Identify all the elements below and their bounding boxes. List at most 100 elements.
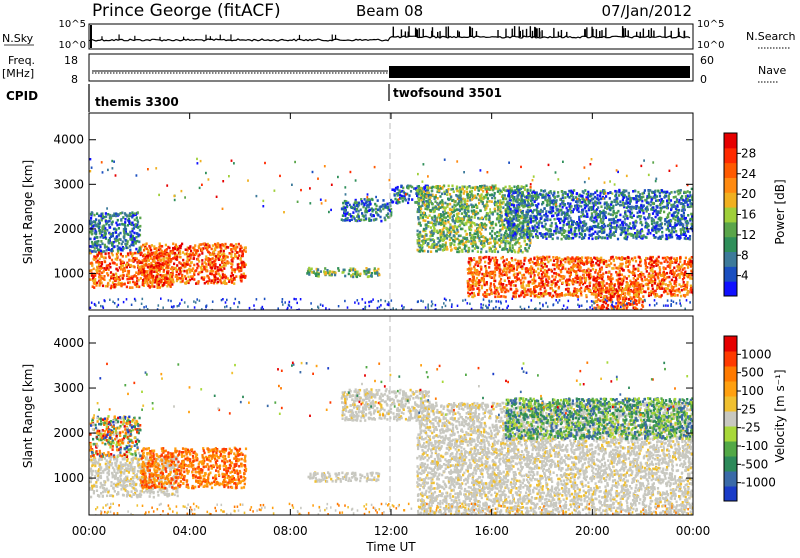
echo-cell <box>196 249 198 252</box>
echo-cell <box>542 262 544 265</box>
echo-cell <box>170 259 172 262</box>
echo-cell <box>181 243 183 246</box>
echo-cell <box>502 283 504 286</box>
echo-cell <box>93 268 95 271</box>
echo-cell <box>671 287 673 290</box>
echo-cell <box>585 257 587 260</box>
echo-cell <box>234 268 236 271</box>
echo-cell <box>463 206 465 209</box>
echo-cell <box>551 296 553 299</box>
echo-cell <box>471 292 473 295</box>
echo-cell <box>157 286 159 289</box>
echo-cell <box>92 242 94 245</box>
echo-cell <box>218 258 220 261</box>
echo-cell <box>181 274 183 277</box>
echo-cell <box>231 269 233 272</box>
echo-cell <box>465 212 467 215</box>
echo-cell <box>345 203 347 206</box>
echo-cell <box>417 208 419 211</box>
echo-cell <box>658 256 660 259</box>
echo-cell <box>459 224 461 227</box>
echo-cell <box>441 204 443 207</box>
echo-cell <box>134 219 136 222</box>
echo-cell <box>479 261 481 264</box>
echo-cell <box>534 290 536 293</box>
echo-cell <box>493 274 495 277</box>
echo-cell <box>153 266 155 269</box>
echo-cell <box>635 268 637 271</box>
echo-cell <box>439 248 441 251</box>
echo-cell <box>214 248 216 251</box>
echo-cell <box>480 242 482 245</box>
echo-cell <box>104 246 106 249</box>
echo-cell <box>640 215 642 218</box>
echo-cell <box>97 249 99 252</box>
echo-cell <box>611 267 613 270</box>
echo-cell <box>93 286 95 289</box>
echo-cell <box>231 272 233 275</box>
echo-cell <box>118 281 120 284</box>
echo-cell <box>658 273 660 276</box>
echo-cell <box>491 292 493 295</box>
echo-cell <box>104 244 106 247</box>
echo-cell <box>553 259 555 262</box>
echo-cell <box>482 240 484 243</box>
echo-cell <box>504 245 506 248</box>
echo-cell <box>537 268 539 271</box>
echo-cell <box>500 257 502 260</box>
echo-cell <box>545 293 547 296</box>
echo-cell <box>122 255 124 258</box>
echo-cell <box>201 277 203 280</box>
echo-cell <box>187 280 189 283</box>
echo-cell <box>507 240 509 243</box>
echo-cell <box>100 267 102 270</box>
echo-cell <box>446 235 448 238</box>
echo-cell <box>502 289 504 292</box>
echo-cell <box>449 217 451 220</box>
echo-cell <box>499 266 501 269</box>
echo-cell <box>464 244 466 247</box>
echo-cell <box>211 248 213 251</box>
echo-cell <box>571 280 573 283</box>
echo-cell <box>429 214 431 217</box>
echo-cell <box>434 215 436 218</box>
echo-cell <box>190 257 192 260</box>
echo-cell <box>518 263 520 266</box>
echo-cell <box>205 270 207 273</box>
echo-cell <box>499 275 501 278</box>
echo-cell <box>369 203 371 206</box>
echo-cell <box>176 276 178 279</box>
echo-cell <box>575 257 577 260</box>
echo-cell <box>480 210 482 213</box>
echo-cell <box>426 223 428 226</box>
echo-cell <box>108 224 110 227</box>
echo-cell <box>488 242 490 245</box>
echo-cell <box>539 232 541 235</box>
echo-cell <box>124 239 126 242</box>
echo-cell <box>499 245 501 248</box>
echo-cell <box>101 263 103 266</box>
echo-cell <box>344 275 346 278</box>
echo-cell <box>641 278 643 281</box>
echo-cell <box>234 255 236 258</box>
echo-cell <box>408 198 410 201</box>
echo-cell <box>103 267 105 270</box>
echo-cell <box>344 210 346 213</box>
echo-cell <box>240 262 242 265</box>
echo-cell <box>533 269 535 272</box>
echo-cell <box>581 262 583 265</box>
echo-cell <box>489 227 491 230</box>
echo-cell <box>683 288 685 291</box>
echo-cell <box>184 265 186 268</box>
echo-cell <box>481 273 483 276</box>
echo-cell <box>392 201 394 204</box>
echo-cell <box>502 241 504 244</box>
echo-cell <box>462 188 464 191</box>
echo-cell <box>686 281 688 284</box>
echo-cell <box>145 263 147 266</box>
echo-cell <box>513 186 515 189</box>
echo-cell <box>518 242 520 245</box>
echo-cell <box>502 197 504 200</box>
echo-cell <box>220 250 222 253</box>
echo-cell <box>455 205 457 208</box>
